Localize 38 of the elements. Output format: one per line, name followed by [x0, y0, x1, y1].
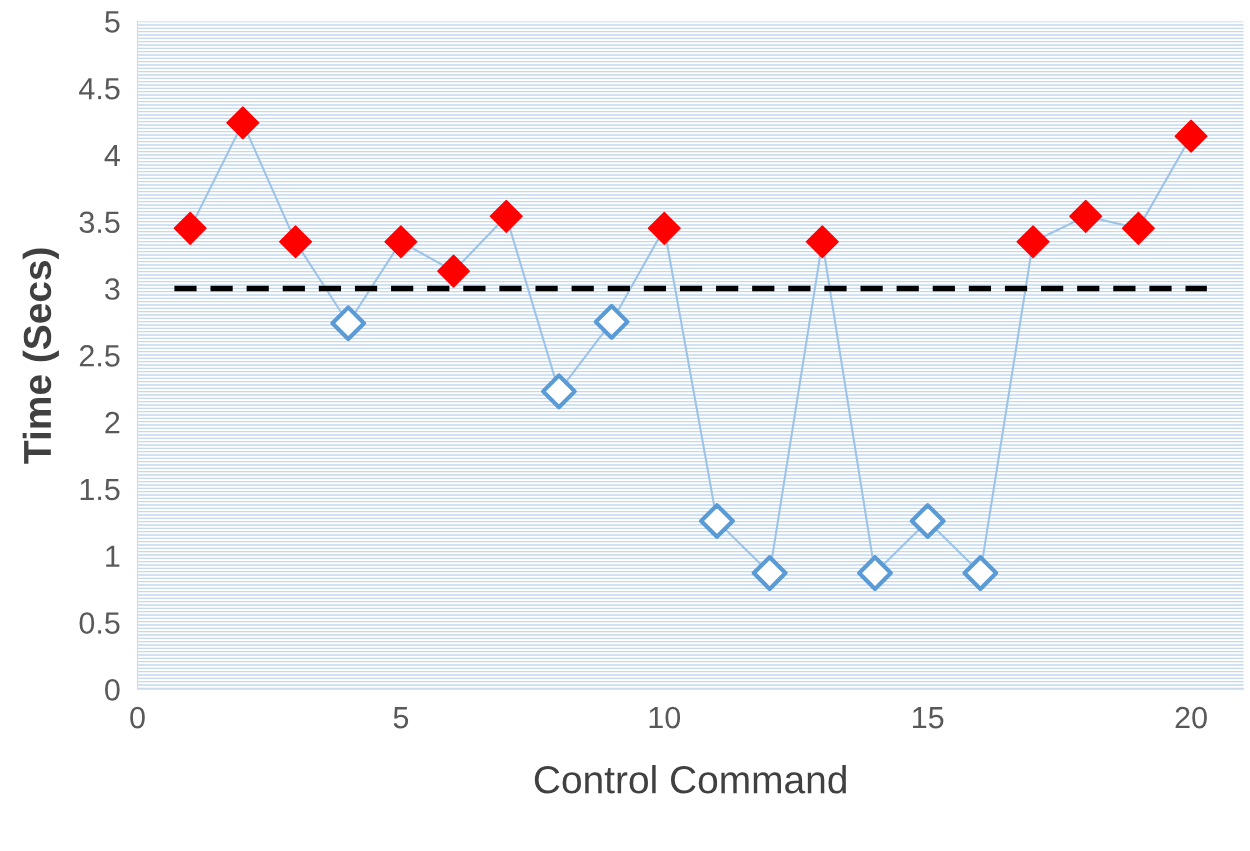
x-tick-label: 0	[130, 706, 145, 729]
point	[593, 303, 630, 340]
point	[330, 305, 367, 342]
point	[173, 211, 207, 245]
y-tick-label: 2.5	[79, 345, 120, 367]
y-tick-label: 0.5	[79, 612, 120, 634]
point	[489, 199, 523, 233]
x-tick-label: 10	[649, 706, 681, 729]
point	[699, 503, 735, 539]
y-tick-label: 2	[105, 411, 120, 434]
point	[1121, 211, 1155, 245]
x-axis-title: Control Command	[534, 765, 846, 794]
x-tick-label: 15	[913, 707, 944, 729]
point	[541, 373, 577, 410]
y-tick-label: 1.5	[80, 478, 120, 501]
point	[909, 503, 946, 539]
point	[226, 106, 260, 140]
point	[384, 225, 418, 259]
point	[1069, 199, 1103, 233]
y-tick-label: 4.5	[79, 78, 120, 100]
y-tick-label: 1	[106, 545, 120, 567]
y-tick-label: 3	[105, 278, 120, 300]
x-tick-label: 20	[1175, 706, 1207, 729]
x-tick-label: 5	[393, 707, 409, 729]
y-tick-label: 3.5	[79, 211, 120, 234]
y-axis-title: Time (Secs)	[22, 248, 59, 464]
y-tick-label: 4	[104, 144, 120, 166]
point	[647, 211, 681, 245]
point	[279, 225, 313, 259]
point	[857, 555, 893, 591]
point	[805, 225, 839, 259]
point	[1174, 119, 1208, 153]
point	[437, 254, 471, 288]
point	[751, 555, 788, 591]
y-tick-label: 5	[105, 11, 120, 33]
point	[962, 555, 999, 591]
y-tick-label: 0	[105, 679, 120, 701]
point	[1016, 225, 1050, 259]
